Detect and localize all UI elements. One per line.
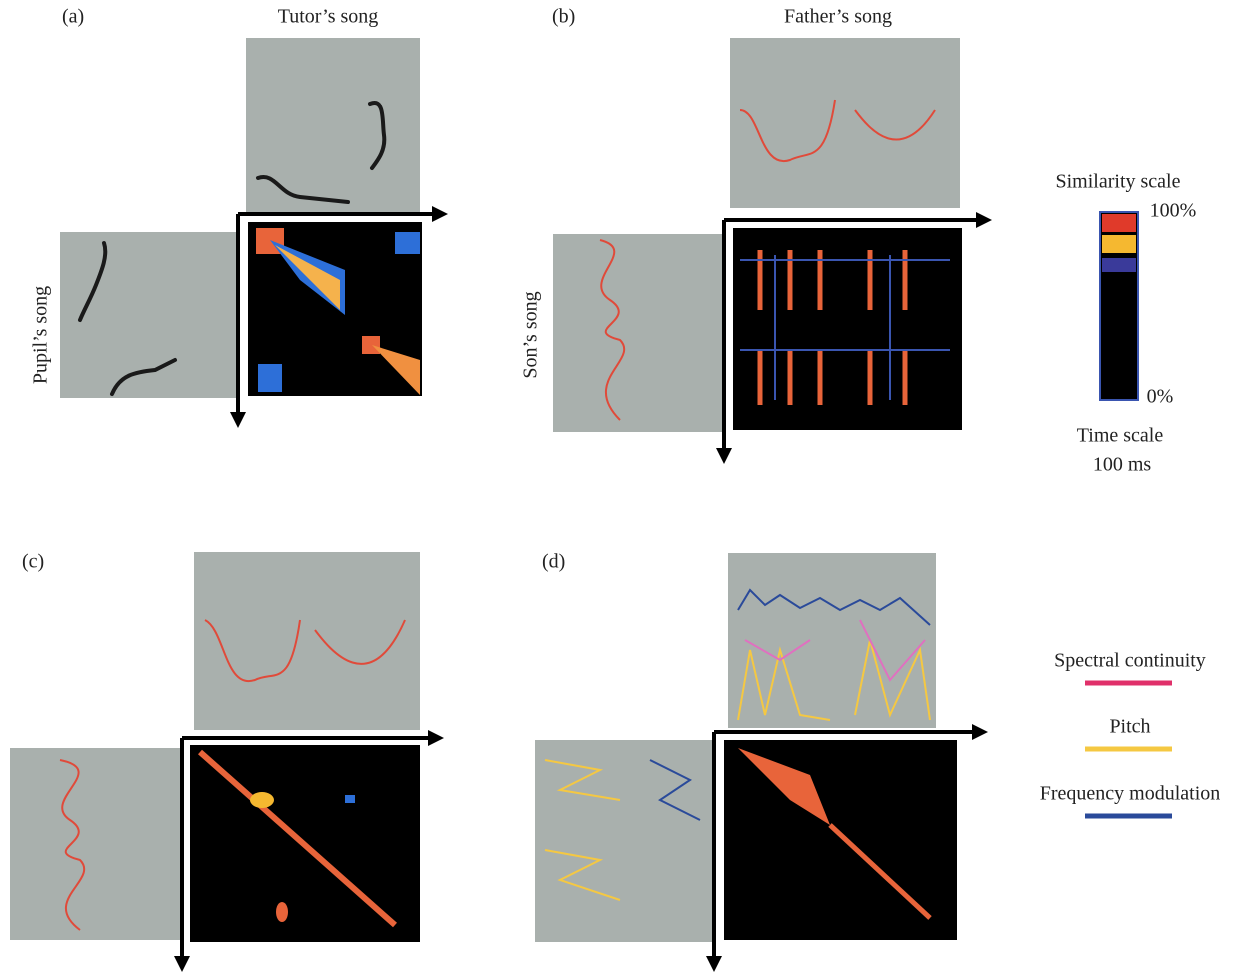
- trace: [744, 619, 926, 682]
- panel-b: (b) Father’s song Son’s song: [520, 6, 992, 464]
- scale-title: Similarity scale: [1056, 171, 1181, 193]
- trace: [368, 101, 387, 170]
- top-title: Tutor’s song: [278, 6, 379, 28]
- spectrogram: [728, 553, 936, 728]
- arrow-head: [716, 448, 732, 464]
- arrow-head: [976, 212, 992, 228]
- trace: [599, 239, 626, 421]
- arrow-head: [174, 956, 190, 972]
- spectrogram: [60, 232, 236, 398]
- panel-d: (d): [535, 551, 988, 972]
- scale-band: [1102, 235, 1136, 253]
- scale-max: 100%: [1150, 200, 1197, 222]
- blob: [738, 748, 830, 825]
- panel-label: (b): [552, 6, 575, 28]
- side-title: Pupil’s song: [30, 286, 52, 384]
- block: [395, 232, 420, 254]
- spectrogram: [553, 234, 722, 432]
- similarity-matrix: [733, 228, 962, 430]
- panel-label: (a): [62, 6, 84, 28]
- blob: [276, 902, 288, 922]
- side-title: Son’s song: [520, 291, 542, 378]
- trace: [256, 175, 350, 204]
- spectrogram: [535, 740, 712, 942]
- block: [275, 245, 340, 310]
- top-title: Father’s song: [784, 6, 892, 28]
- arrow-head: [230, 412, 246, 428]
- trace: [649, 759, 701, 821]
- spectrogram: [194, 552, 420, 730]
- panel-label: (c): [22, 551, 44, 573]
- arrow-head: [432, 206, 448, 222]
- legend-label: Frequency modulation: [1040, 783, 1221, 805]
- axis-arrow: [712, 730, 976, 958]
- trace: [737, 639, 931, 721]
- block: [258, 364, 282, 392]
- blob: [250, 792, 274, 808]
- diagonal: [828, 823, 932, 920]
- trace: [59, 759, 86, 931]
- similarity-scale: Similarity scale 100% 0% Time scale 100 …: [1056, 171, 1197, 476]
- trace: [544, 759, 621, 901]
- spectrogram: [10, 748, 180, 940]
- legend-label: Spectral continuity: [1054, 650, 1206, 672]
- axis-arrow: [236, 212, 436, 414]
- spectrogram: [730, 38, 960, 208]
- pattern: [757, 250, 908, 405]
- panel-label: (d): [542, 551, 565, 573]
- pattern: [740, 255, 950, 400]
- block: [372, 345, 420, 395]
- trace: [204, 619, 406, 683]
- scale-band: [1102, 258, 1136, 272]
- trace: [737, 588, 931, 626]
- block: [362, 336, 380, 354]
- legend: Spectral continuity Pitch Frequency modula…: [1040, 650, 1221, 819]
- axis-arrow: [180, 736, 432, 958]
- axis-arrow: [722, 218, 980, 450]
- arrow-head: [972, 724, 988, 740]
- blob: [345, 795, 355, 803]
- trace: [110, 358, 177, 396]
- diagonal: [198, 749, 397, 928]
- scale-band: [1102, 214, 1136, 232]
- scale-min: 0%: [1147, 386, 1174, 408]
- trace: [739, 99, 936, 163]
- spectrogram: [246, 38, 420, 212]
- panel-c: (c): [10, 551, 444, 972]
- time-title: Time scale: [1077, 425, 1164, 447]
- arrow-head: [428, 730, 444, 746]
- arrow-head: [706, 956, 722, 972]
- trace: [78, 241, 108, 322]
- panel-a: (a) Tutor’s song Pupil’s song: [30, 6, 448, 428]
- time-value: 100 ms: [1093, 454, 1152, 476]
- legend-label: Pitch: [1109, 716, 1150, 738]
